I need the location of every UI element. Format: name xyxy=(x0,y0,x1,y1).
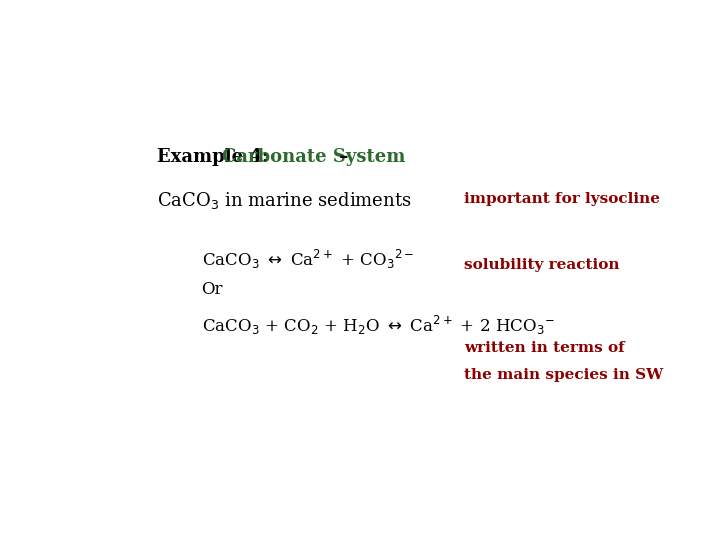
Text: written in terms of: written in terms of xyxy=(464,341,625,355)
Text: the main species in SW: the main species in SW xyxy=(464,368,663,382)
Text: Example 4:: Example 4: xyxy=(157,148,275,166)
Text: important for lysocline: important for lysocline xyxy=(464,192,660,206)
Text: CaCO$_3$ + CO$_2$ + H$_2$O $\leftrightarrow$ Ca$^{2+}$ + 2 HCO$_3$$^{-}$: CaCO$_3$ + CO$_2$ + H$_2$O $\leftrightar… xyxy=(202,314,554,338)
Text: Or: Or xyxy=(202,281,223,298)
Text: solubility reaction: solubility reaction xyxy=(464,258,619,272)
Text: –: – xyxy=(333,148,348,166)
Text: Carbonate System: Carbonate System xyxy=(222,148,405,166)
Text: CaCO$_3$ in marine sediments: CaCO$_3$ in marine sediments xyxy=(157,190,412,211)
Text: CaCO$_3$ $\leftrightarrow$ Ca$^{2+}$ + CO$_3$$^{2-}$: CaCO$_3$ $\leftrightarrow$ Ca$^{2+}$ + C… xyxy=(202,248,414,271)
